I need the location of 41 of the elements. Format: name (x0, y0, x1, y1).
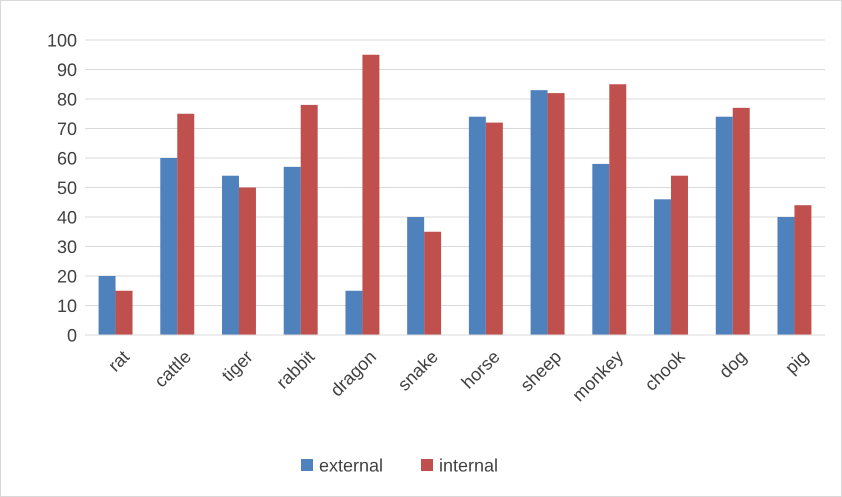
bar (284, 166, 301, 335)
bar (424, 232, 442, 335)
bar (716, 116, 733, 335)
bar (116, 290, 133, 335)
legend-label: internal (439, 455, 498, 476)
bar (345, 290, 362, 335)
bar (238, 188, 256, 335)
bar (362, 54, 380, 335)
bar (300, 104, 318, 335)
y-tick-label: 90 (56, 60, 77, 80)
x-tick-label: dog (715, 346, 750, 382)
bar (486, 122, 503, 335)
x-tick-label: tiger (218, 346, 257, 386)
bar (671, 176, 688, 335)
bar (98, 276, 116, 335)
y-tick-label: 50 (56, 178, 77, 198)
x-tick-label: rat (104, 346, 134, 376)
y-tick-label: 80 (56, 89, 77, 110)
bar (222, 176, 239, 335)
y-tick-label: 70 (56, 118, 77, 139)
y-tick-label: 100 (46, 30, 77, 50)
bar (468, 116, 486, 335)
y-tick-label: 60 (56, 148, 77, 168)
x-tick-label: pig (781, 346, 812, 378)
bar (160, 158, 178, 335)
bar (794, 205, 812, 335)
bar (654, 199, 672, 335)
y-tick-label: 0 (66, 325, 77, 346)
bar (530, 90, 548, 335)
y-tick-label: 20 (56, 266, 77, 286)
bar (177, 114, 194, 335)
y-tick-label: 10 (56, 296, 77, 316)
bar (777, 217, 794, 335)
legend-label: external (319, 455, 384, 476)
bar (609, 84, 626, 335)
y-tick-label: 30 (56, 236, 77, 257)
bar (732, 108, 750, 335)
y-tick-label: 40 (56, 207, 77, 228)
bar (592, 164, 610, 335)
bar (548, 93, 565, 335)
bar (407, 217, 424, 335)
